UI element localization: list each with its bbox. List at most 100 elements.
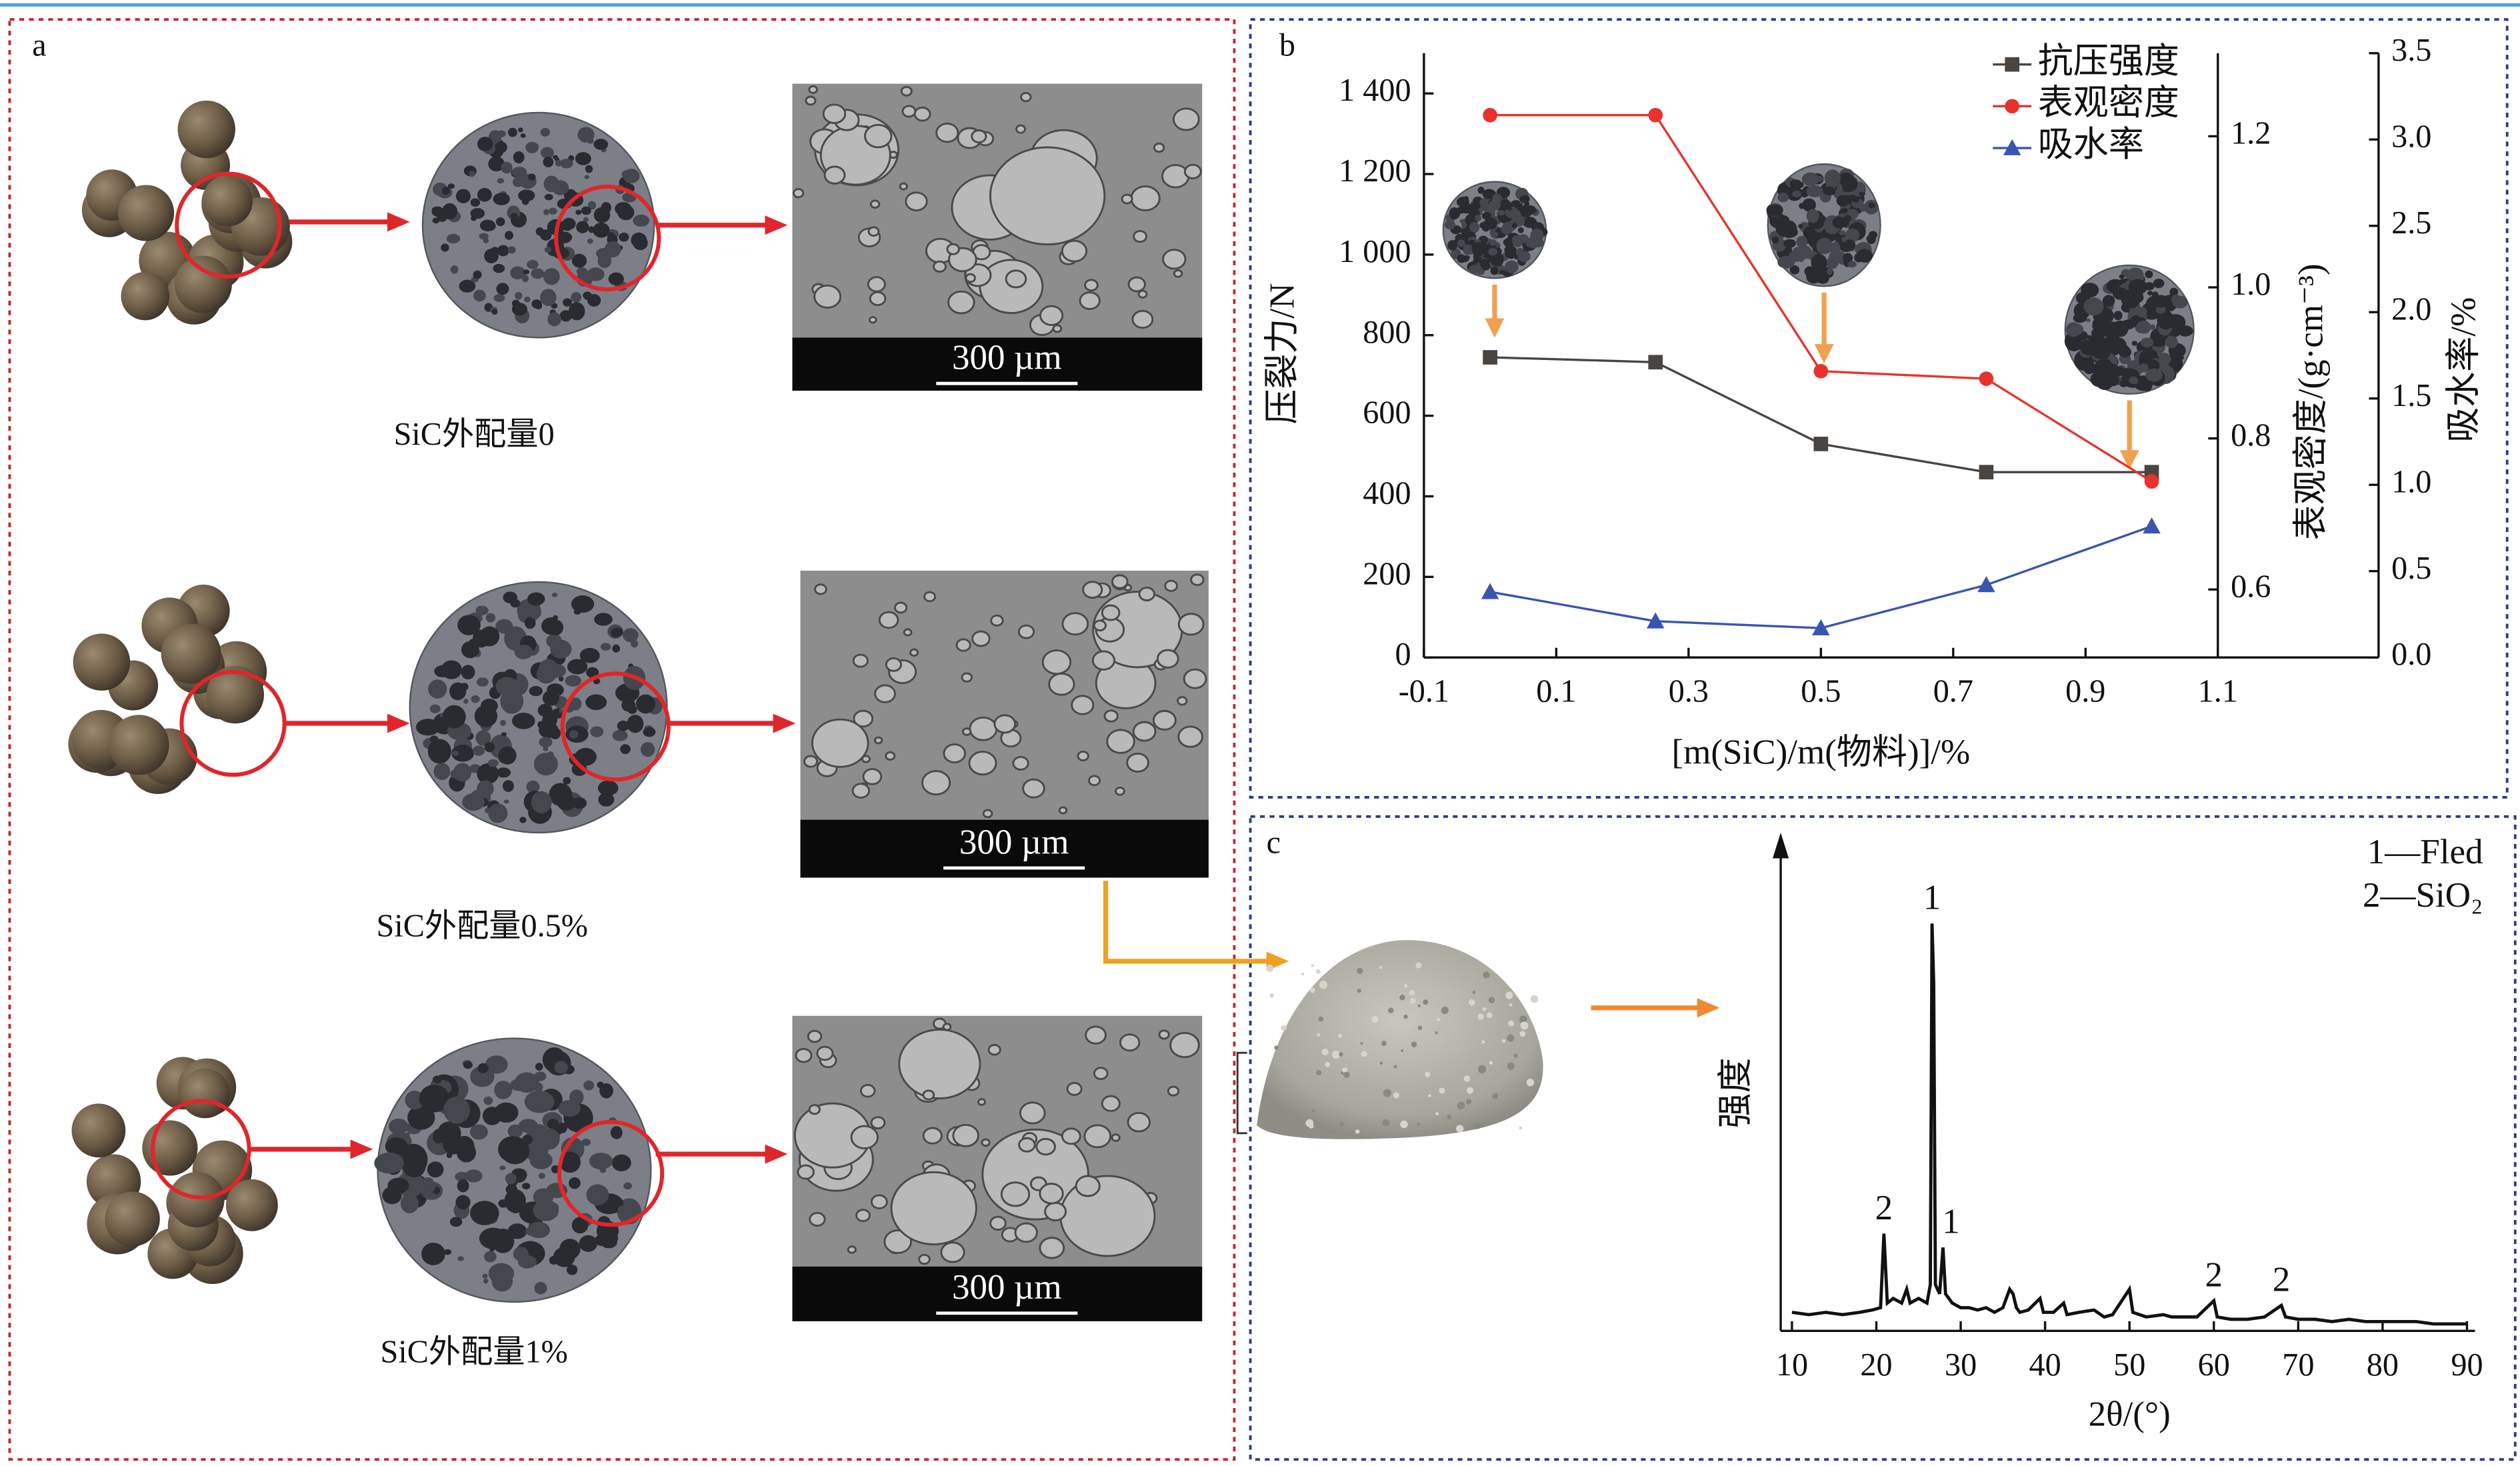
sem-pore	[1041, 649, 1072, 675]
marker	[1977, 576, 1995, 593]
pore	[566, 1264, 578, 1275]
sem-pore	[1156, 649, 1179, 669]
powder-grain	[1477, 1065, 1487, 1074]
pore	[499, 1165, 506, 1171]
pore	[2145, 368, 2163, 382]
pore	[509, 1202, 522, 1213]
y3-tick-label: 0.5	[2391, 551, 2431, 586]
pore	[483, 1096, 493, 1105]
powder-grain	[1331, 1129, 1335, 1133]
pore	[554, 1061, 569, 1074]
pore	[485, 613, 496, 623]
sem-pore	[852, 653, 869, 668]
sem-pore	[1048, 672, 1075, 696]
pore	[1521, 195, 1530, 203]
pore	[1491, 231, 1499, 237]
powder-grain	[1387, 1007, 1394, 1013]
sem-pore	[850, 1125, 879, 1150]
x-tick-label: 0.3	[1669, 674, 1709, 709]
series-line	[1489, 525, 2153, 629]
pore	[442, 203, 458, 220]
pellet	[118, 185, 175, 241]
pore	[488, 156, 505, 172]
pore	[1806, 185, 1824, 197]
pore	[463, 699, 469, 704]
pore	[1842, 186, 1849, 193]
marker	[1813, 363, 1829, 379]
pore	[479, 219, 496, 232]
pore	[581, 206, 591, 215]
pore	[1783, 227, 1798, 238]
pore	[441, 243, 449, 252]
powder-grain	[1281, 1025, 1287, 1031]
sem-pore	[1044, 1201, 1067, 1222]
pore	[427, 1161, 444, 1178]
powder-grain	[1439, 1087, 1445, 1094]
powder-grain	[1269, 993, 1274, 998]
pore	[1477, 187, 1485, 194]
pore	[543, 268, 560, 285]
powder-grain	[1477, 1013, 1484, 1020]
powder-grain	[1309, 987, 1315, 993]
pore	[563, 298, 573, 307]
peak-label: 2	[1875, 1189, 1893, 1227]
sem-image: 300 µm	[792, 83, 1203, 391]
pore	[1490, 267, 1499, 275]
process-arrow-head	[765, 1144, 788, 1164]
pore	[1798, 223, 1803, 229]
pore	[627, 715, 644, 733]
pore	[507, 246, 516, 254]
pore	[472, 745, 485, 756]
sem-pore	[1177, 725, 1203, 748]
pore	[493, 193, 510, 205]
pore	[619, 232, 629, 242]
pore	[483, 1278, 489, 1284]
sem-pore	[1052, 324, 1063, 333]
pore	[407, 1105, 435, 1130]
pore	[484, 742, 495, 753]
y-tick-label: 1 200	[1339, 153, 1411, 189]
sem-pore	[813, 284, 842, 309]
sem-image: 300 µm	[800, 571, 1209, 878]
pore	[1479, 259, 1489, 268]
x-tick-label: 0.9	[2065, 674, 2105, 709]
pore	[385, 1137, 408, 1156]
pore	[512, 167, 527, 178]
pore	[494, 1102, 519, 1123]
pore	[547, 312, 561, 327]
pore	[1456, 207, 1465, 214]
sem-pore	[1085, 1025, 1107, 1045]
x-tick-label: 60	[2198, 1347, 2230, 1383]
sem-pore	[823, 165, 846, 185]
pore	[517, 127, 523, 133]
sem-pore	[905, 191, 928, 212]
pore	[1771, 236, 1779, 244]
pore	[500, 719, 506, 726]
sem-pore	[1133, 230, 1148, 243]
pore	[1869, 231, 1878, 239]
y-axis-label: 压裂力/N	[1263, 283, 1302, 425]
pore	[611, 631, 621, 638]
pore	[540, 127, 551, 137]
pore	[455, 1195, 471, 1210]
y3-tick-label: 3.0	[2391, 119, 2431, 154]
pore	[543, 745, 549, 751]
pore	[1829, 242, 1841, 254]
sem-pore	[946, 243, 960, 255]
pore	[549, 727, 561, 739]
x-tick-label: 10	[1776, 1347, 1808, 1383]
y3-tick-label: 3.5	[2391, 33, 2431, 68]
pore	[495, 677, 519, 696]
pore	[1498, 210, 1505, 216]
pore	[2120, 345, 2129, 353]
highlight-ring	[557, 1119, 665, 1227]
powder-grain	[1447, 1114, 1452, 1119]
pore	[1826, 268, 1833, 275]
pore	[502, 780, 514, 792]
sem-pore	[1088, 775, 1101, 787]
sem-pore	[870, 1116, 886, 1130]
pore	[597, 253, 612, 269]
pore	[588, 226, 595, 233]
pore	[491, 1271, 513, 1292]
